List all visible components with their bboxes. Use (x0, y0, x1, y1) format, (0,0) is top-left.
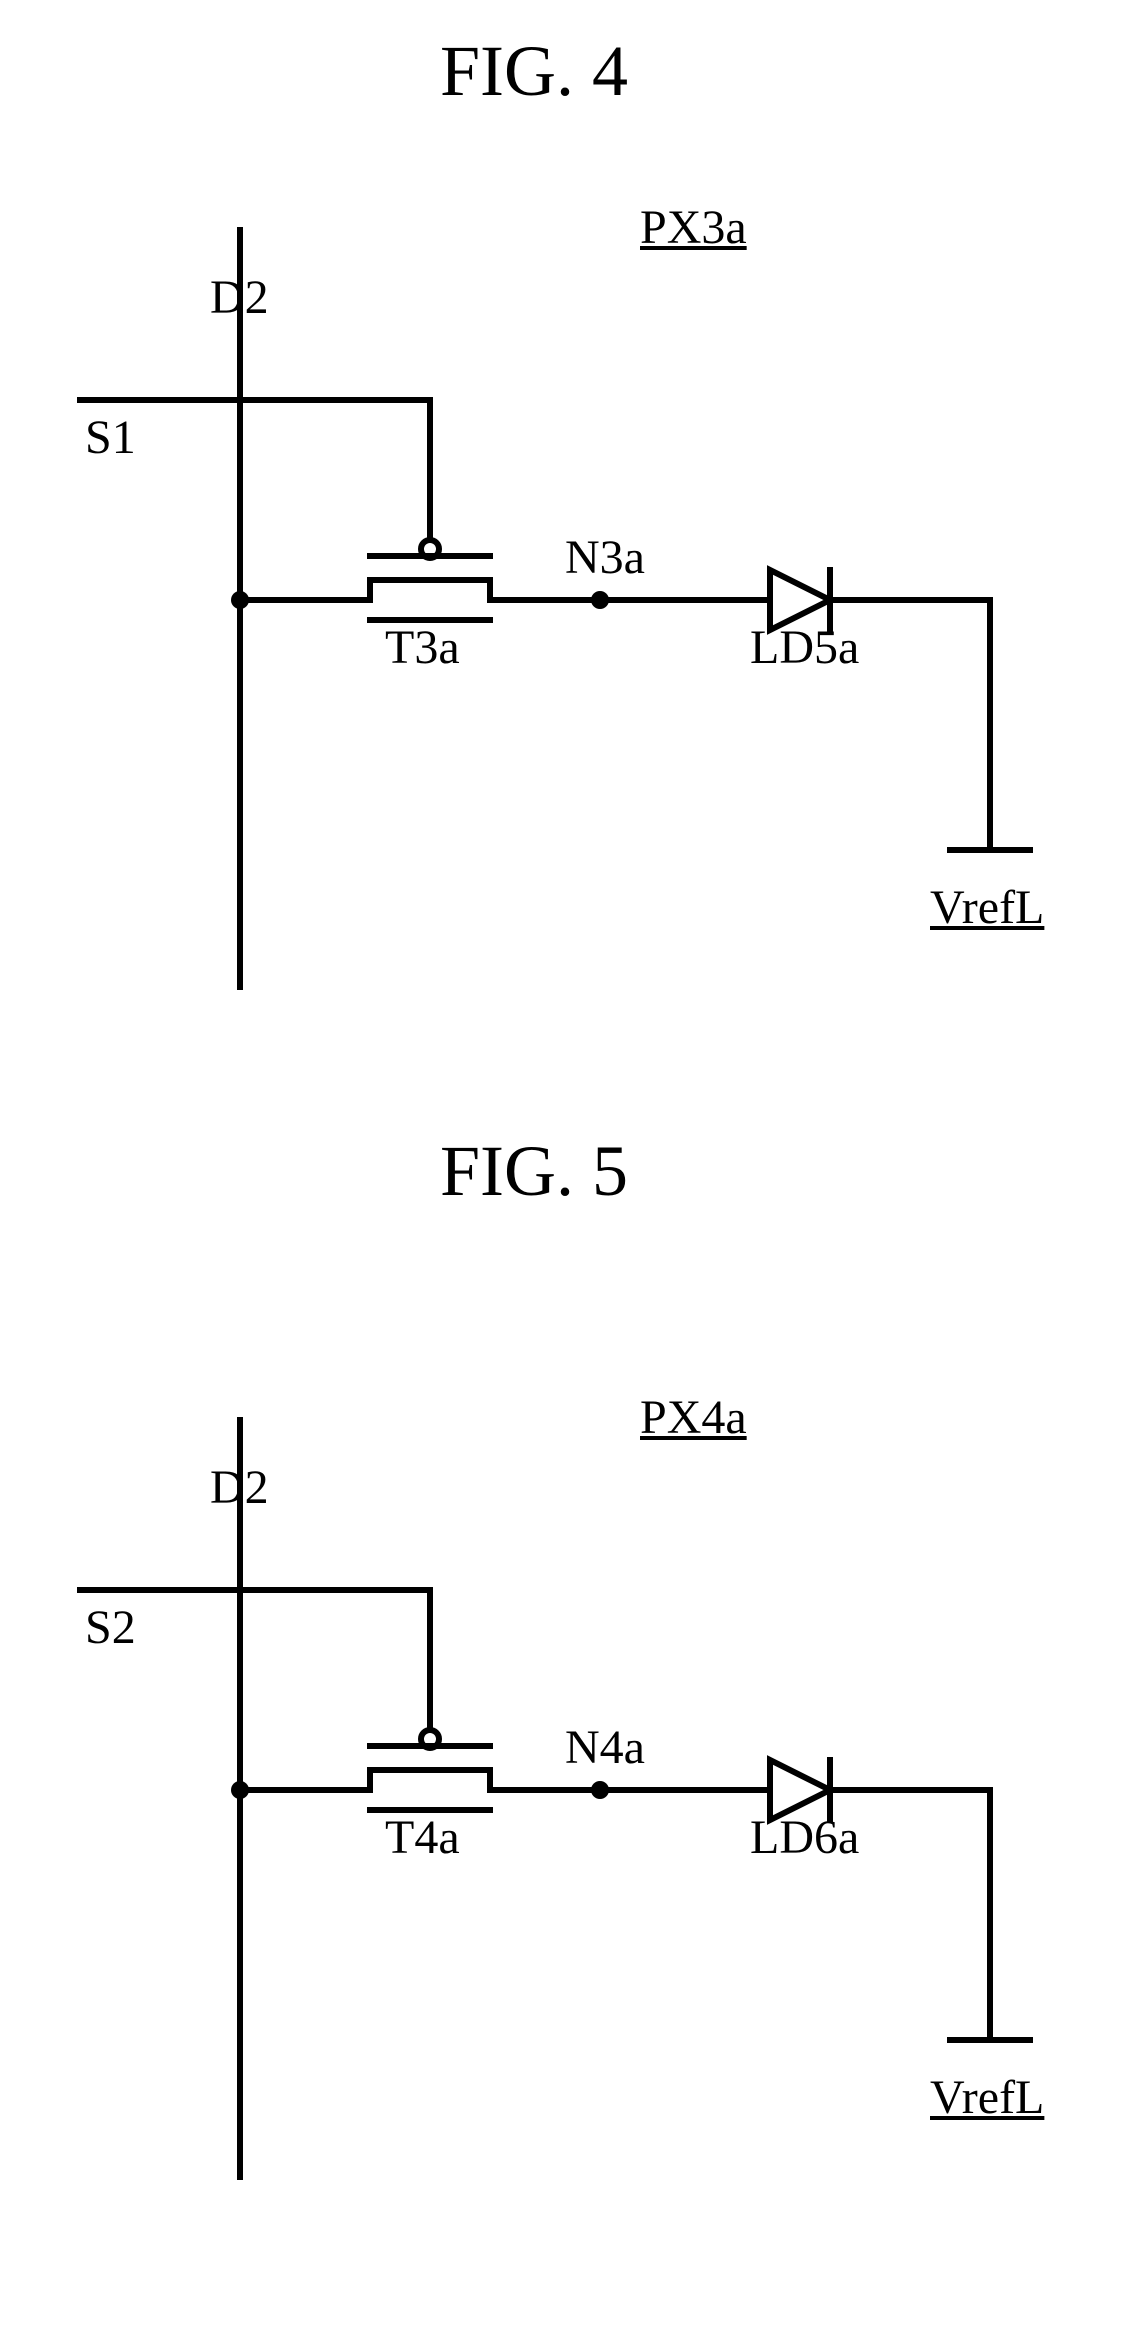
fig4-s-label: S1 (85, 410, 136, 465)
fig5-ld-label: LD6a (750, 1810, 859, 1865)
fig5-vref-label: VrefL (930, 2070, 1044, 2125)
fig5-s-label: S2 (85, 1600, 136, 1655)
fig5-n-label: N4a (565, 1720, 645, 1775)
fig4-d2-label: D2 (210, 270, 269, 325)
fig4-n-label: N3a (565, 530, 645, 585)
fig5-t-label: T4a (385, 1810, 460, 1865)
fig5-title: FIG. 5 (440, 1130, 628, 1213)
fig4-title: FIG. 4 (440, 30, 628, 113)
fig5-d2-label: D2 (210, 1460, 269, 1515)
fig4-px-label: PX3a (640, 200, 747, 255)
fig4-ld-label: LD5a (750, 620, 859, 675)
fig4-t-label: T3a (385, 620, 460, 675)
fig5-px-label: PX4a (640, 1390, 747, 1445)
fig4-vref-label: VrefL (930, 880, 1044, 935)
